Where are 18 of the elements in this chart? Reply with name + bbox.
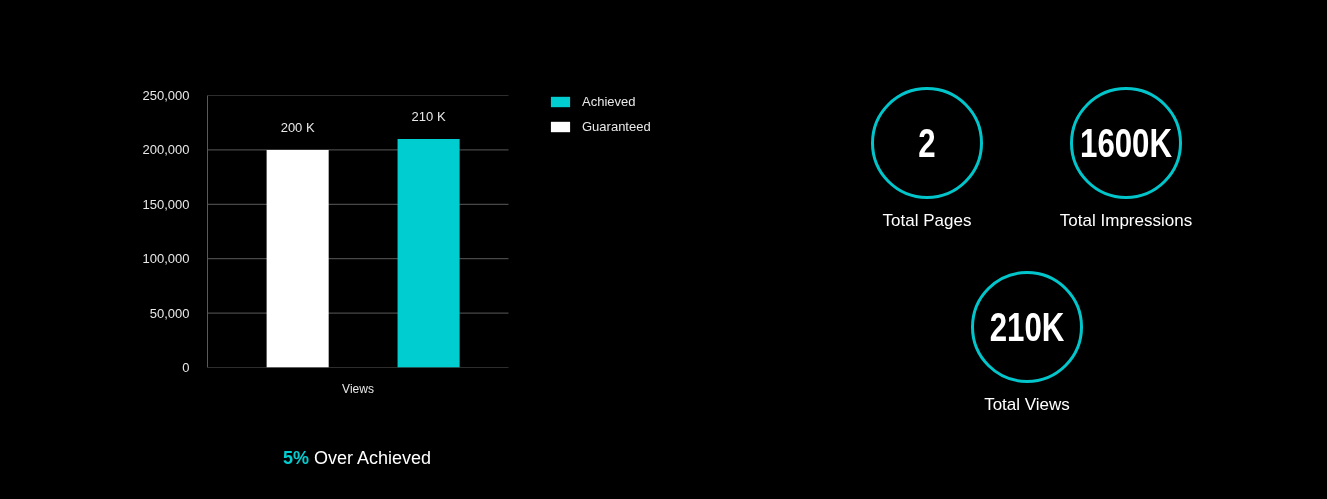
text: 2	[917, 121, 937, 165]
legend-label: Guaranteed	[582, 119, 651, 134]
y-tick-label: 0	[182, 360, 190, 375]
text: Total Pages	[881, 210, 973, 232]
y-tick-label: 150,000	[142, 196, 190, 212]
y-tick-label: 200,000	[142, 142, 190, 158]
text: Total Impressions	[1058, 210, 1194, 232]
y-tick-label: 250,000	[142, 88, 190, 103]
text: Total Views	[983, 394, 1071, 416]
x-tick-label: Views	[342, 381, 374, 396]
text: 210K	[988, 305, 1066, 349]
data-label: 200 K	[280, 119, 315, 135]
legend-label: Achieved	[582, 94, 636, 109]
y-tick-label: 50,000	[149, 305, 190, 321]
data-label: 210 K	[411, 109, 446, 125]
text: 1600K	[1079, 121, 1173, 165]
y-tick-label: 100,000	[142, 251, 190, 267]
text: 5% Over Achieved	[0, 420, 714, 499]
